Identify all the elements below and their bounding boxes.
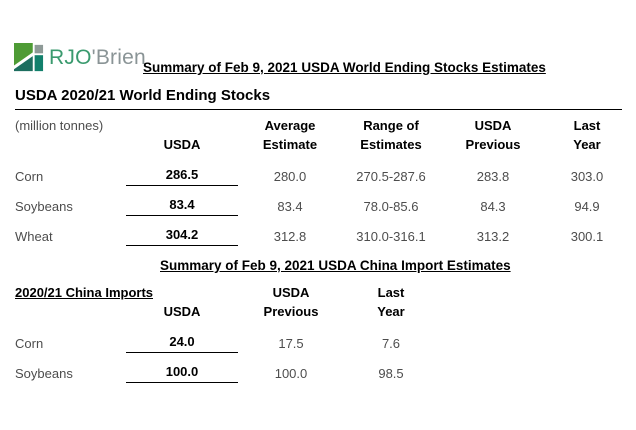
last-year-value: 94.9 [574,198,600,214]
commodity-label: Soybeans [15,365,73,381]
usda-value: 24.0 [123,334,241,353]
world-stocks-subtitle: USDA 2020/21 World Ending Stocks [15,87,622,110]
column-header-last-year: Last Year [573,118,601,152]
usda-previous-value: 84.3 [480,198,506,214]
usda-value: 83.4 [123,197,241,216]
last-year-value: 303.0 [570,168,604,184]
china-imports-subtitle: 2020/21 China Imports [15,285,153,300]
china-imports-subtitle-cell: 2020/21 China Imports [15,283,153,321]
usda-previous-value: 17.5 [278,335,304,351]
average-estimate-value: 312.8 [273,228,307,244]
range-value: 270.5-287.6 [356,168,426,184]
table-row-soybeans: Soybeans 83.4 83.4 78.0-85.6 84.3 94.9 [15,191,631,221]
column-header-usda: USDA [163,137,201,152]
rjobrien-logo: RJO'Brien [14,43,146,73]
usda-previous-value: 313.2 [476,228,510,244]
column-header-range-of-estimates: Range of Estimates [360,118,422,152]
average-estimate-value: 280.0 [273,168,307,184]
china-imports-table: 2020/21 China Imports USDA USDA Previous… [15,283,441,388]
china-table-header: 2020/21 China Imports USDA USDA Previous… [15,283,441,321]
rjobrien-logo-icon [14,43,44,72]
rjobrien-logo-text: RJO'Brien [49,46,146,70]
usda-previous-value: 100.0 [274,365,308,381]
world-table-header: (million tonnes) USDA Average Estimate R… [15,116,631,154]
table-row-soybeans: Soybeans 100.0 100.0 98.5 [15,358,441,388]
usda-value: 304.2 [123,227,241,246]
column-header-usda: USDA [163,304,201,319]
logo-brand-primary: RJO [49,46,92,69]
world-stocks-title: Summary of Feb 9, 2021 USDA World Ending… [143,60,546,75]
last-year-value: 98.5 [378,365,404,381]
china-imports-title: Summary of Feb 9, 2021 USDA China Import… [160,258,511,273]
range-value: 310.0-316.1 [356,228,426,244]
column-header-last-year: Last Year [377,285,405,319]
world-stocks-table: (million tonnes) USDA Average Estimate R… [15,116,631,251]
china-table-body: Corn 24.0 17.5 7.6 Soybeans 100.0 100.0 … [15,328,441,388]
last-year-value: 300.1 [570,228,604,244]
unit-note: (million tonnes) [15,118,104,133]
usda-value: 100.0 [123,364,241,383]
table-row-corn: Corn 286.5 280.0 270.5-287.6 283.8 303.0 [15,161,631,191]
last-year-value: 7.6 [381,335,401,351]
commodity-label: Soybeans [15,198,73,214]
world-table-body: Corn 286.5 280.0 270.5-287.6 283.8 303.0… [15,161,631,251]
logo-brand-secondary: 'Brien [91,46,146,69]
commodity-label: Wheat [15,228,53,244]
column-header-usda-previous: USDA Previous [465,118,521,152]
range-value: 78.0-85.6 [363,198,419,214]
average-estimate-value: 83.4 [277,198,303,214]
usda-value: 286.5 [123,167,241,186]
unit-note-cell: (million tonnes) [15,116,123,154]
commodity-label: Corn [15,335,44,351]
usda-previous-value: 283.8 [476,168,510,184]
column-header-usda-previous: USDA Previous [263,285,319,319]
commodity-label: Corn [15,168,44,184]
table-row-wheat: Wheat 304.2 312.8 310.0-316.1 313.2 300.… [15,221,631,251]
table-row-corn: Corn 24.0 17.5 7.6 [15,328,441,358]
column-header-average-estimate: Average Estimate [262,118,318,152]
